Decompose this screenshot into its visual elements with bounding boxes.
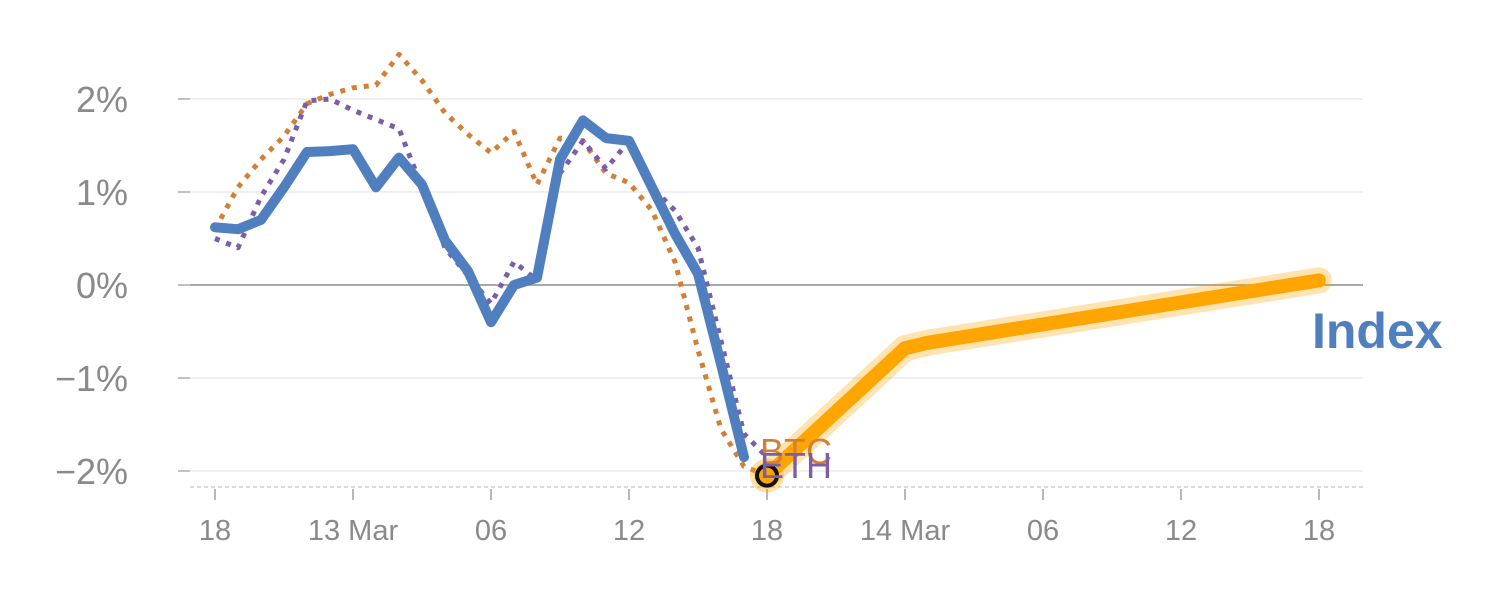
series-labels: BTC ETH Index	[760, 303, 1443, 486]
btc-label: BTC	[760, 431, 832, 472]
x-tick-label: 18	[1303, 515, 1335, 547]
y-tick-label: 2%	[76, 79, 128, 120]
index-label: Index	[1312, 303, 1443, 359]
x-tick-label: 18	[199, 515, 231, 547]
eth-line	[214, 96, 769, 459]
x-tick-label: 06	[1027, 515, 1059, 547]
y-tick-label: 0%	[76, 265, 128, 306]
y-axis-ticks: 2% 1% 0% −1% −2%	[55, 79, 128, 492]
x-tick-label: 14 Mar	[860, 515, 951, 547]
x-axis-ticks: 18 13 Mar 06 12 18 14 Mar 06 12 18	[199, 489, 1335, 547]
eth-label: ETH	[760, 445, 832, 486]
y-tick-label: 1%	[76, 172, 128, 213]
y-tick-label: −1%	[55, 358, 128, 399]
x-tick-label: 12	[1165, 515, 1197, 547]
x-tick-label: 13 Mar	[308, 515, 399, 547]
index-line	[210, 115, 749, 463]
projection-line	[760, 273, 1326, 483]
x-tick-label: 18	[751, 515, 783, 547]
y-tick-label: −2%	[55, 451, 128, 492]
x-tick-label: 12	[613, 515, 645, 547]
series-lines	[210, 51, 1332, 493]
current-point-marker	[755, 463, 779, 488]
x-tick-label: 06	[475, 515, 507, 547]
